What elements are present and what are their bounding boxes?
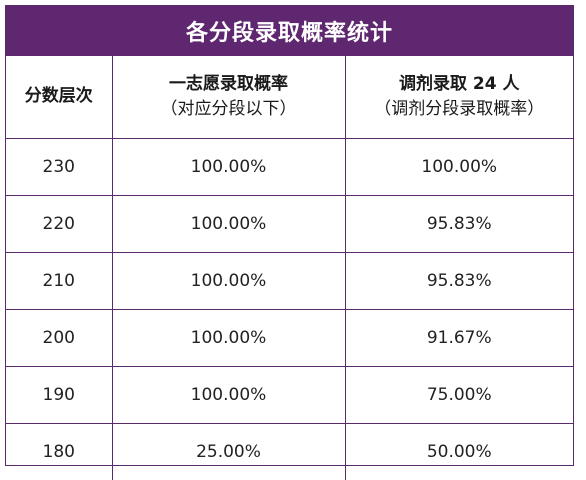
adjust-cell: 75.00%: [345, 367, 573, 424]
probability-table: 分数层次 一志愿录取概率 （对应分段以下） 调剂录取 24 人 （调剂分段录取概…: [6, 56, 573, 480]
adjust-cell: 50.00%: [345, 424, 573, 480]
first-choice-cell: 100.00%: [112, 310, 345, 367]
table-row: 230 100.00% 100.00%: [6, 139, 573, 196]
score-cell: 220: [6, 196, 112, 253]
table-row: 220 100.00% 95.83%: [6, 196, 573, 253]
probability-table-container: 各分段录取概率统计 分数层次 一志愿录取概率 （对应分段以下） 调剂录取 24 …: [5, 5, 574, 466]
score-cell: 230: [6, 139, 112, 196]
adjust-cell: 95.83%: [345, 253, 573, 310]
first-choice-cell: 100.00%: [112, 253, 345, 310]
first-choice-cell: 100.00%: [112, 196, 345, 253]
first-choice-cell: 100.00%: [112, 367, 345, 424]
table-row: 210 100.00% 95.83%: [6, 253, 573, 310]
header-adjust: 调剂录取 24 人 （调剂分段录取概率）: [345, 56, 573, 139]
score-cell: 210: [6, 253, 112, 310]
table-title: 各分段录取概率统计: [6, 6, 573, 56]
table-row: 190 100.00% 75.00%: [6, 367, 573, 424]
adjust-cell: 91.67%: [345, 310, 573, 367]
first-choice-cell: 100.00%: [112, 139, 345, 196]
header-score-level: 分数层次: [6, 56, 112, 139]
table-row: 180 25.00% 50.00%: [6, 424, 573, 480]
header-first-choice-main: 一志愿录取概率: [114, 72, 344, 98]
header-adjust-sub: （调剂分段录取概率）: [347, 97, 573, 123]
table-row: 200 100.00% 91.67%: [6, 310, 573, 367]
adjust-cell: 100.00%: [345, 139, 573, 196]
header-adjust-main: 调剂录取 24 人: [347, 72, 573, 98]
score-cell: 190: [6, 367, 112, 424]
header-first-choice: 一志愿录取概率 （对应分段以下）: [112, 56, 345, 139]
score-cell: 180: [6, 424, 112, 480]
first-choice-cell: 25.00%: [112, 424, 345, 480]
header-first-choice-sub: （对应分段以下）: [114, 97, 344, 123]
adjust-cell: 95.83%: [345, 196, 573, 253]
score-cell: 200: [6, 310, 112, 367]
header-row: 分数层次 一志愿录取概率 （对应分段以下） 调剂录取 24 人 （调剂分段录取概…: [6, 56, 573, 139]
